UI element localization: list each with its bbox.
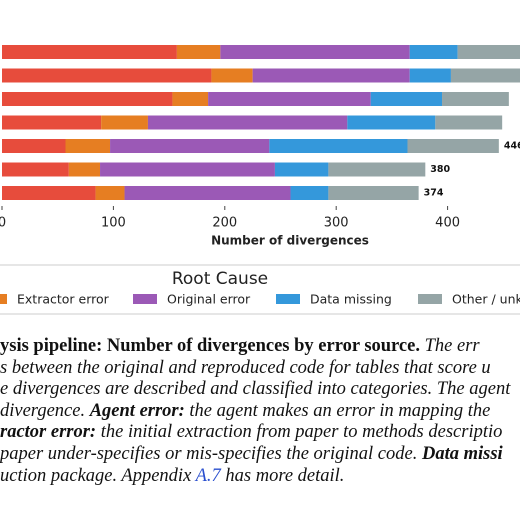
bar-segment xyxy=(409,45,458,59)
caption-text: Agent error: xyxy=(89,400,185,421)
caption-text: has more detail. xyxy=(220,465,345,486)
caption-line: ysis pipeline: Number of divergences by … xyxy=(0,336,520,358)
bar-segment xyxy=(211,68,253,83)
bar-segment xyxy=(2,186,96,200)
bar-segment xyxy=(409,68,451,83)
caption-line: e divergences are described and classifi… xyxy=(0,379,520,401)
x-tick-label: 200 xyxy=(212,216,237,231)
bar-segment xyxy=(328,186,419,200)
caption-text: Data missi xyxy=(421,443,503,464)
bar-segment xyxy=(274,162,329,177)
x-tick-label: 100 xyxy=(101,216,126,231)
caption-text: uction package. Appendix xyxy=(0,465,196,486)
bar-total-label: 446 xyxy=(504,141,520,152)
caption-text: ysis pipeline: Number of divergences by … xyxy=(0,336,420,356)
bar-segment xyxy=(442,92,509,106)
caption-text: the agent makes an error in mapping the xyxy=(184,400,491,421)
bar-segment xyxy=(110,139,270,153)
caption-text: divergence. xyxy=(0,400,90,421)
bar-segment xyxy=(2,92,173,106)
bar-segment xyxy=(269,139,408,153)
bar-segment xyxy=(208,92,371,106)
bar-segment xyxy=(100,162,275,177)
bar-segment xyxy=(95,186,125,200)
bar-segment xyxy=(370,92,443,106)
caption-line: paper under-specifies or mis-specifies t… xyxy=(0,444,520,466)
legend-title: Root Cause xyxy=(172,269,268,289)
bar-segment xyxy=(2,115,102,130)
bar-segment xyxy=(176,45,221,59)
caption-text: the initial extraction from paper to met… xyxy=(96,422,503,443)
bar-segment xyxy=(2,68,212,83)
caption-line: divergence. Agent error: the agent makes… xyxy=(0,401,520,423)
bar-segment xyxy=(2,162,69,177)
legend-swatch xyxy=(418,294,442,304)
bar-segment xyxy=(2,139,66,153)
caption-link[interactable]: A.7 xyxy=(195,465,221,486)
legend-label: Data missing xyxy=(310,292,392,307)
bar-segment xyxy=(407,139,499,153)
x-tick-label: 300 xyxy=(324,216,349,231)
caption-text: ractor error: xyxy=(0,422,97,443)
bar-segment xyxy=(220,45,410,59)
bar-total-label: 374 xyxy=(424,188,444,199)
bar-segment xyxy=(172,92,209,106)
legend-label: Original error xyxy=(167,292,251,307)
caption-text: e divergences are described and classifi… xyxy=(0,379,511,400)
caption-line: s between the original and reproduced co… xyxy=(0,358,520,380)
legend-swatch xyxy=(276,294,300,304)
caption-line: uction package. Appendix A.7 has more de… xyxy=(0,466,520,488)
legend-swatch xyxy=(0,294,7,304)
caption: ysis pipeline: Number of divergences by … xyxy=(0,336,520,487)
x-tick-label: 400 xyxy=(435,216,460,231)
bar-segment xyxy=(147,115,348,130)
bar-segment xyxy=(68,162,101,177)
bar-segment xyxy=(65,139,111,153)
caption-text: paper under-specifies or mis-specifies t… xyxy=(0,443,422,464)
legend-swatch xyxy=(133,294,157,304)
bar-segment xyxy=(347,115,436,130)
bar-segment xyxy=(2,45,177,59)
bar-segment xyxy=(290,186,329,200)
legend-box xyxy=(0,264,520,315)
caption-text: The err xyxy=(419,336,480,356)
legend-label: Other / unk xyxy=(452,292,520,307)
x-axis-label: Number of divergences xyxy=(211,234,369,248)
x-tick-label: 0 xyxy=(0,216,6,231)
bar-segment xyxy=(450,68,520,83)
caption-text: s between the original and reproduced co… xyxy=(0,357,491,378)
bar-segment xyxy=(435,115,503,130)
bar-segment xyxy=(252,68,410,83)
caption-line: ractor error: the initial extraction fro… xyxy=(0,422,520,444)
bar-segment xyxy=(124,186,291,200)
bar-segment xyxy=(328,162,426,177)
bar-total-label: 380 xyxy=(430,164,450,175)
bar-segment xyxy=(101,115,148,130)
legend-label: Extractor error xyxy=(17,292,110,307)
chart: Number of divergences Root Cause 0 100 200… xyxy=(0,45,520,315)
bar-segment xyxy=(457,45,520,59)
